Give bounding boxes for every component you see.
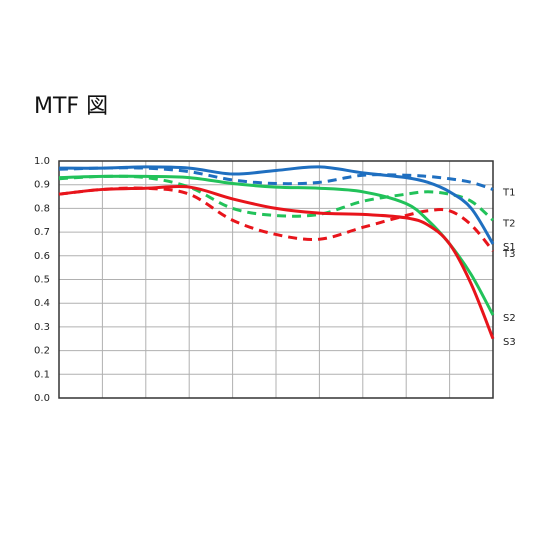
series-label: S2 (503, 313, 516, 324)
series-label: T2 (502, 218, 515, 229)
series-label: S3 (503, 337, 516, 348)
series-line (58, 186, 495, 253)
y-tick-label: 1.0 (34, 156, 50, 167)
y-tick-label: 0.3 (34, 322, 50, 333)
series-line (58, 165, 495, 245)
y-tick-label: 0.8 (34, 203, 50, 214)
series-label: S1 (503, 242, 516, 253)
series-label: T3 (502, 249, 515, 260)
y-tick-label: 0.9 (34, 180, 50, 191)
y-tick-label: 0.4 (34, 298, 50, 309)
y-tick-label: 0.5 (34, 275, 50, 286)
series-line (58, 184, 495, 340)
y-tick-label: 0.7 (34, 227, 50, 238)
y-tick-label: 0.6 (34, 251, 50, 262)
chart-title: MTF 図 (34, 94, 108, 119)
plot-frame (58, 160, 494, 399)
series-label: T1 (502, 187, 515, 198)
y-tick-label: 0.1 (34, 369, 50, 380)
y-tick-label: 0.0 (34, 393, 50, 404)
y-tick-label: 0.2 (34, 346, 50, 357)
series-line (58, 166, 494, 191)
